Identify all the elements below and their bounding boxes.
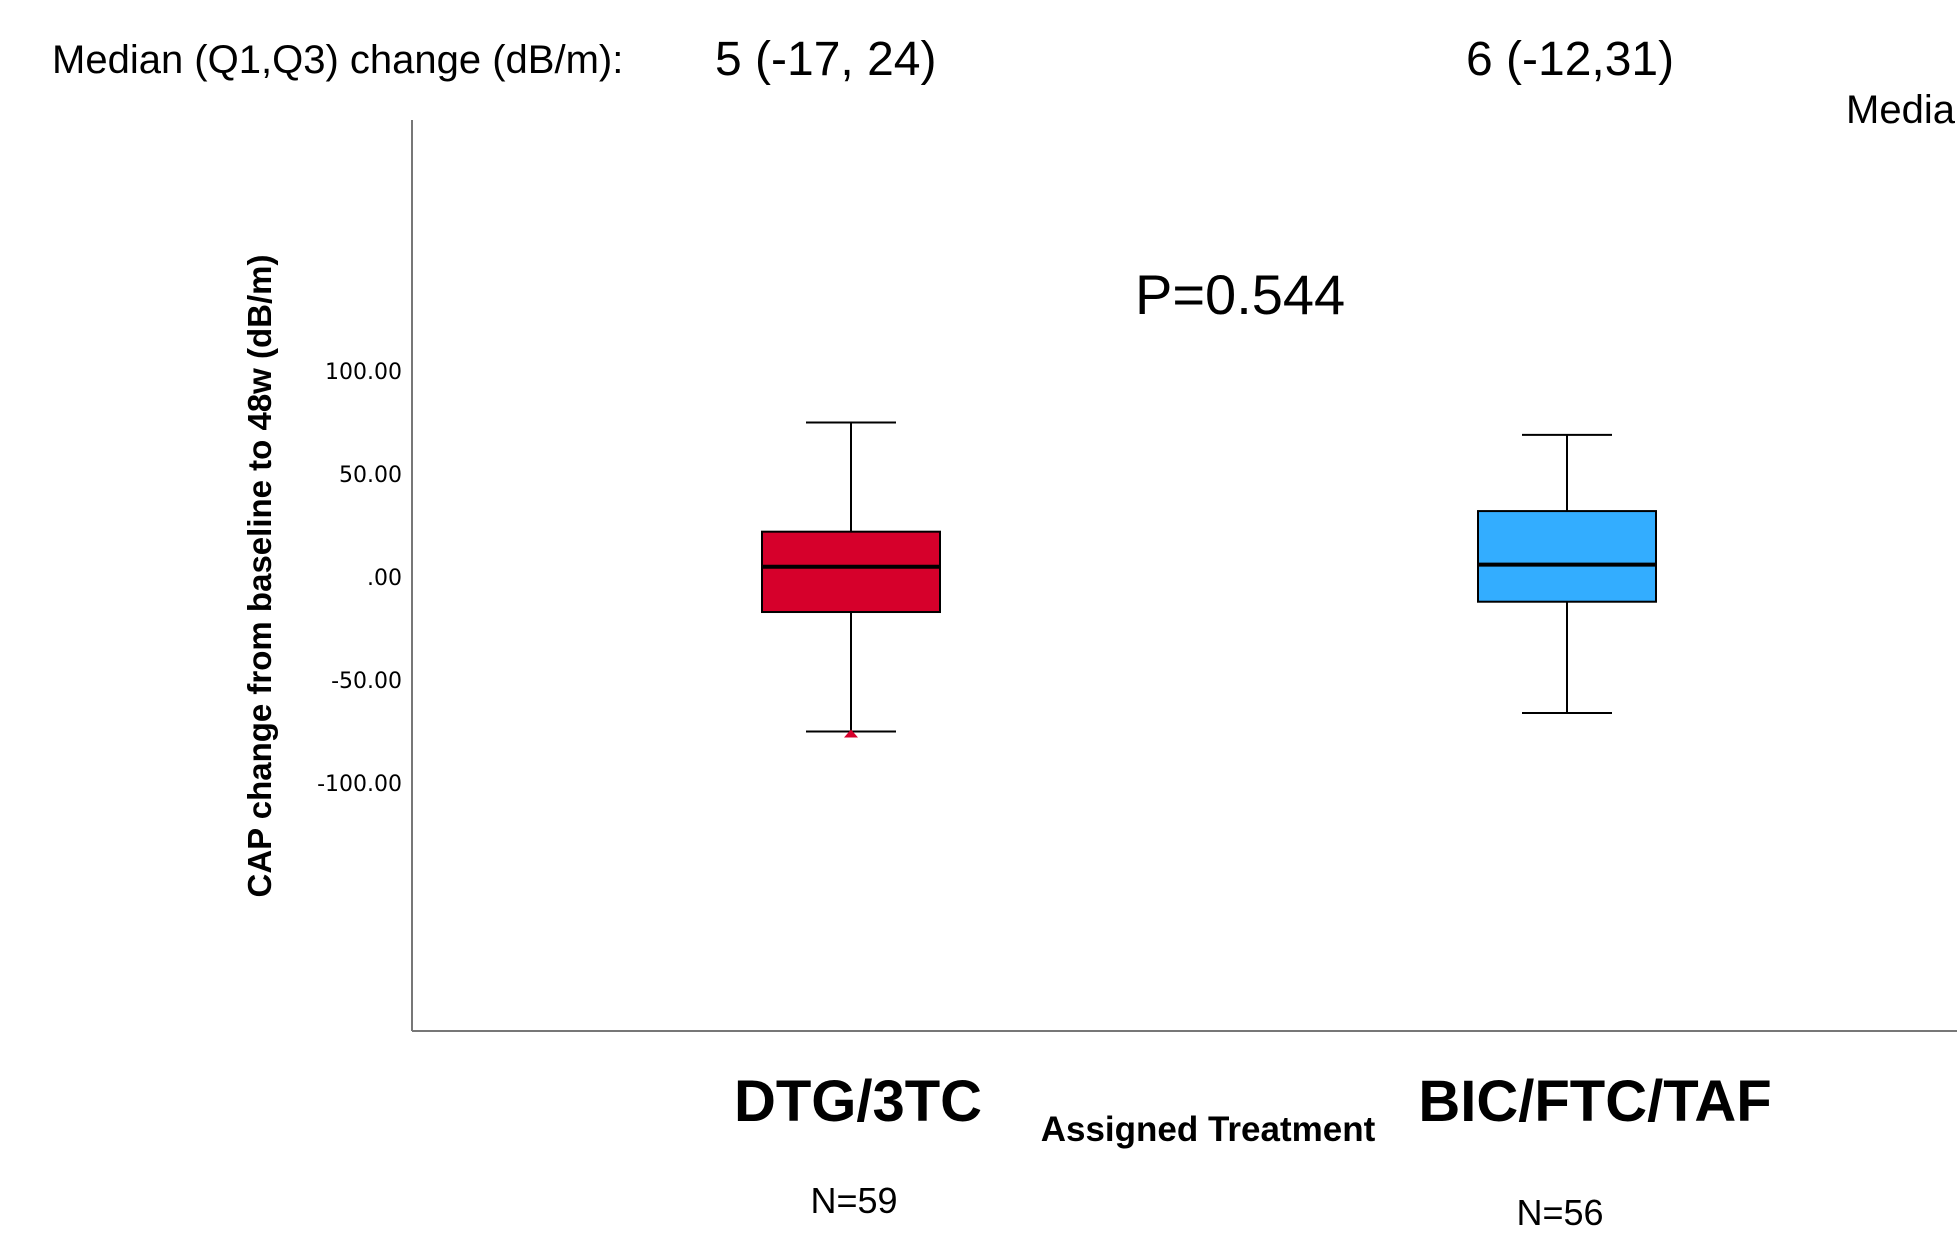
y-tick-label: -100.00 <box>317 772 402 797</box>
group1-median-summary: 5 (-17, 24) <box>715 33 937 86</box>
iqr-box-bic-ftc-taf <box>1477 510 1657 603</box>
category-label-bic-ftc-taf: BIC/FTC/TAF <box>1418 1069 1772 1134</box>
outlier-marker-dtg-3tc <box>844 729 858 738</box>
x-axis-title: Assigned Treatment <box>1040 1110 1376 1149</box>
iqr-box-dtg-3tc <box>761 530 941 614</box>
category-label-dtg-3tc: DTG/3TC <box>733 1069 983 1134</box>
y-tick-label: 50.00 <box>339 463 402 488</box>
p-value-annotation: P=0.544 <box>1135 263 1346 326</box>
median-change-label: Median (Q1,Q3) change (dB/m): <box>52 38 624 82</box>
cut-off-header-text: Media <box>1846 88 1955 132</box>
group2-median-summary: 6 (-12,31) <box>1466 33 1675 86</box>
n-label-bic-ftc-taf: N=56 <box>1516 1192 1604 1233</box>
y-tick-label: 100.00 <box>325 360 402 385</box>
y-tick-label: .00 <box>367 566 402 591</box>
y-axis-title: CAP change from baseline to 48w (dB/m) <box>241 254 278 898</box>
y-tick-label: -50.00 <box>331 669 402 694</box>
n-label-dtg-3tc: N=59 <box>810 1180 898 1221</box>
